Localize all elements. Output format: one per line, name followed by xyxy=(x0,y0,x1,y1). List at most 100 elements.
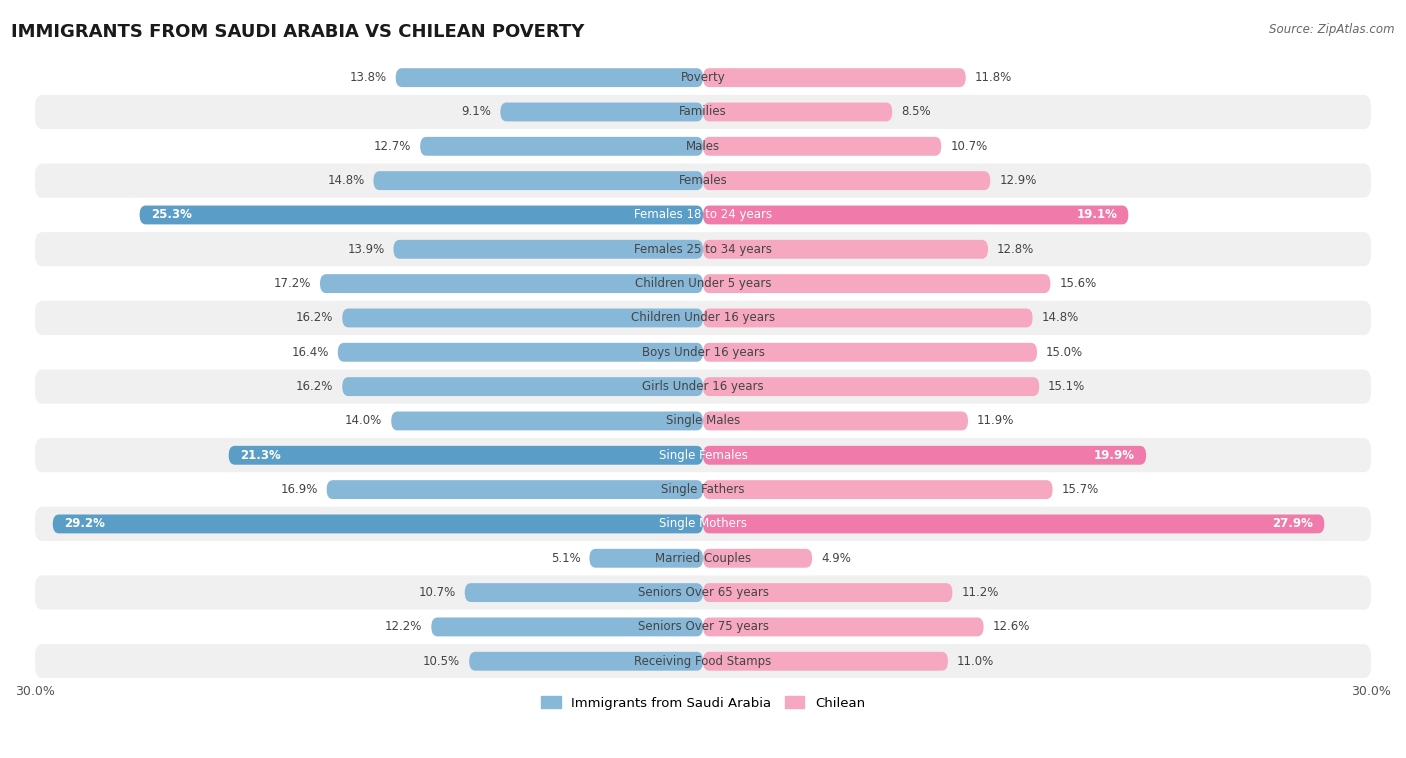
Text: 13.8%: 13.8% xyxy=(350,71,387,84)
FancyBboxPatch shape xyxy=(589,549,703,568)
Text: Single Females: Single Females xyxy=(658,449,748,462)
Text: IMMIGRANTS FROM SAUDI ARABIA VS CHILEAN POVERTY: IMMIGRANTS FROM SAUDI ARABIA VS CHILEAN … xyxy=(11,23,585,41)
Text: 14.8%: 14.8% xyxy=(1042,312,1078,324)
Text: 17.2%: 17.2% xyxy=(274,277,311,290)
FancyBboxPatch shape xyxy=(394,240,703,258)
Text: Source: ZipAtlas.com: Source: ZipAtlas.com xyxy=(1270,23,1395,36)
FancyBboxPatch shape xyxy=(326,480,703,499)
Text: 4.9%: 4.9% xyxy=(821,552,851,565)
Text: 12.9%: 12.9% xyxy=(1000,174,1036,187)
FancyBboxPatch shape xyxy=(35,644,1371,678)
Text: 10.5%: 10.5% xyxy=(423,655,460,668)
Legend: Immigrants from Saudi Arabia, Chilean: Immigrants from Saudi Arabia, Chilean xyxy=(536,691,870,715)
FancyBboxPatch shape xyxy=(703,343,1038,362)
FancyBboxPatch shape xyxy=(35,164,1371,198)
FancyBboxPatch shape xyxy=(53,515,703,534)
Text: 5.1%: 5.1% xyxy=(551,552,581,565)
Text: 16.2%: 16.2% xyxy=(297,380,333,393)
Text: Children Under 5 years: Children Under 5 years xyxy=(634,277,772,290)
FancyBboxPatch shape xyxy=(35,267,1371,301)
Text: 9.1%: 9.1% xyxy=(461,105,492,118)
Text: Seniors Over 65 years: Seniors Over 65 years xyxy=(637,586,769,599)
FancyBboxPatch shape xyxy=(703,102,893,121)
FancyBboxPatch shape xyxy=(337,343,703,362)
FancyBboxPatch shape xyxy=(703,412,967,431)
Text: Receiving Food Stamps: Receiving Food Stamps xyxy=(634,655,772,668)
FancyBboxPatch shape xyxy=(35,129,1371,164)
FancyBboxPatch shape xyxy=(35,301,1371,335)
Text: 19.1%: 19.1% xyxy=(1077,208,1118,221)
FancyBboxPatch shape xyxy=(703,583,952,602)
Text: Married Couples: Married Couples xyxy=(655,552,751,565)
FancyBboxPatch shape xyxy=(35,404,1371,438)
FancyBboxPatch shape xyxy=(470,652,703,671)
Text: 21.3%: 21.3% xyxy=(240,449,281,462)
Text: 15.0%: 15.0% xyxy=(1046,346,1083,359)
Text: 16.9%: 16.9% xyxy=(280,483,318,496)
Text: Single Males: Single Males xyxy=(666,415,740,428)
FancyBboxPatch shape xyxy=(35,95,1371,129)
Text: 11.2%: 11.2% xyxy=(962,586,998,599)
FancyBboxPatch shape xyxy=(703,515,1324,534)
Text: 12.8%: 12.8% xyxy=(997,243,1035,255)
FancyBboxPatch shape xyxy=(35,541,1371,575)
Text: 12.6%: 12.6% xyxy=(993,621,1029,634)
Text: 10.7%: 10.7% xyxy=(419,586,456,599)
Text: 15.6%: 15.6% xyxy=(1059,277,1097,290)
Text: 11.0%: 11.0% xyxy=(957,655,994,668)
FancyBboxPatch shape xyxy=(35,232,1371,267)
FancyBboxPatch shape xyxy=(35,438,1371,472)
Text: Males: Males xyxy=(686,139,720,153)
FancyBboxPatch shape xyxy=(395,68,703,87)
FancyBboxPatch shape xyxy=(703,652,948,671)
FancyBboxPatch shape xyxy=(420,137,703,155)
FancyBboxPatch shape xyxy=(374,171,703,190)
FancyBboxPatch shape xyxy=(501,102,703,121)
Text: 10.7%: 10.7% xyxy=(950,139,987,153)
FancyBboxPatch shape xyxy=(35,609,1371,644)
FancyBboxPatch shape xyxy=(342,377,703,396)
FancyBboxPatch shape xyxy=(35,335,1371,369)
Text: 29.2%: 29.2% xyxy=(63,518,105,531)
Text: 11.8%: 11.8% xyxy=(974,71,1012,84)
FancyBboxPatch shape xyxy=(703,137,941,155)
FancyBboxPatch shape xyxy=(703,446,1146,465)
FancyBboxPatch shape xyxy=(391,412,703,431)
FancyBboxPatch shape xyxy=(35,507,1371,541)
FancyBboxPatch shape xyxy=(139,205,703,224)
FancyBboxPatch shape xyxy=(35,369,1371,404)
Text: 12.2%: 12.2% xyxy=(385,621,422,634)
FancyBboxPatch shape xyxy=(703,205,1129,224)
FancyBboxPatch shape xyxy=(703,171,990,190)
Text: Seniors Over 75 years: Seniors Over 75 years xyxy=(637,621,769,634)
Text: 16.2%: 16.2% xyxy=(297,312,333,324)
Text: 14.8%: 14.8% xyxy=(328,174,364,187)
Text: 25.3%: 25.3% xyxy=(150,208,191,221)
FancyBboxPatch shape xyxy=(432,618,703,637)
Text: 16.4%: 16.4% xyxy=(291,346,329,359)
FancyBboxPatch shape xyxy=(342,309,703,327)
Text: Children Under 16 years: Children Under 16 years xyxy=(631,312,775,324)
FancyBboxPatch shape xyxy=(703,240,988,258)
Text: 19.9%: 19.9% xyxy=(1094,449,1135,462)
Text: 12.7%: 12.7% xyxy=(374,139,412,153)
FancyBboxPatch shape xyxy=(703,274,1050,293)
Text: 27.9%: 27.9% xyxy=(1272,518,1313,531)
Text: 15.1%: 15.1% xyxy=(1047,380,1085,393)
Text: Girls Under 16 years: Girls Under 16 years xyxy=(643,380,763,393)
FancyBboxPatch shape xyxy=(35,575,1371,609)
FancyBboxPatch shape xyxy=(229,446,703,465)
FancyBboxPatch shape xyxy=(321,274,703,293)
Text: 13.9%: 13.9% xyxy=(347,243,385,255)
FancyBboxPatch shape xyxy=(703,549,813,568)
Text: Single Mothers: Single Mothers xyxy=(659,518,747,531)
FancyBboxPatch shape xyxy=(703,309,1032,327)
Text: Families: Families xyxy=(679,105,727,118)
FancyBboxPatch shape xyxy=(703,618,984,637)
FancyBboxPatch shape xyxy=(703,480,1053,499)
Text: Boys Under 16 years: Boys Under 16 years xyxy=(641,346,765,359)
FancyBboxPatch shape xyxy=(465,583,703,602)
Text: Single Fathers: Single Fathers xyxy=(661,483,745,496)
Text: 11.9%: 11.9% xyxy=(977,415,1014,428)
Text: Females 18 to 24 years: Females 18 to 24 years xyxy=(634,208,772,221)
